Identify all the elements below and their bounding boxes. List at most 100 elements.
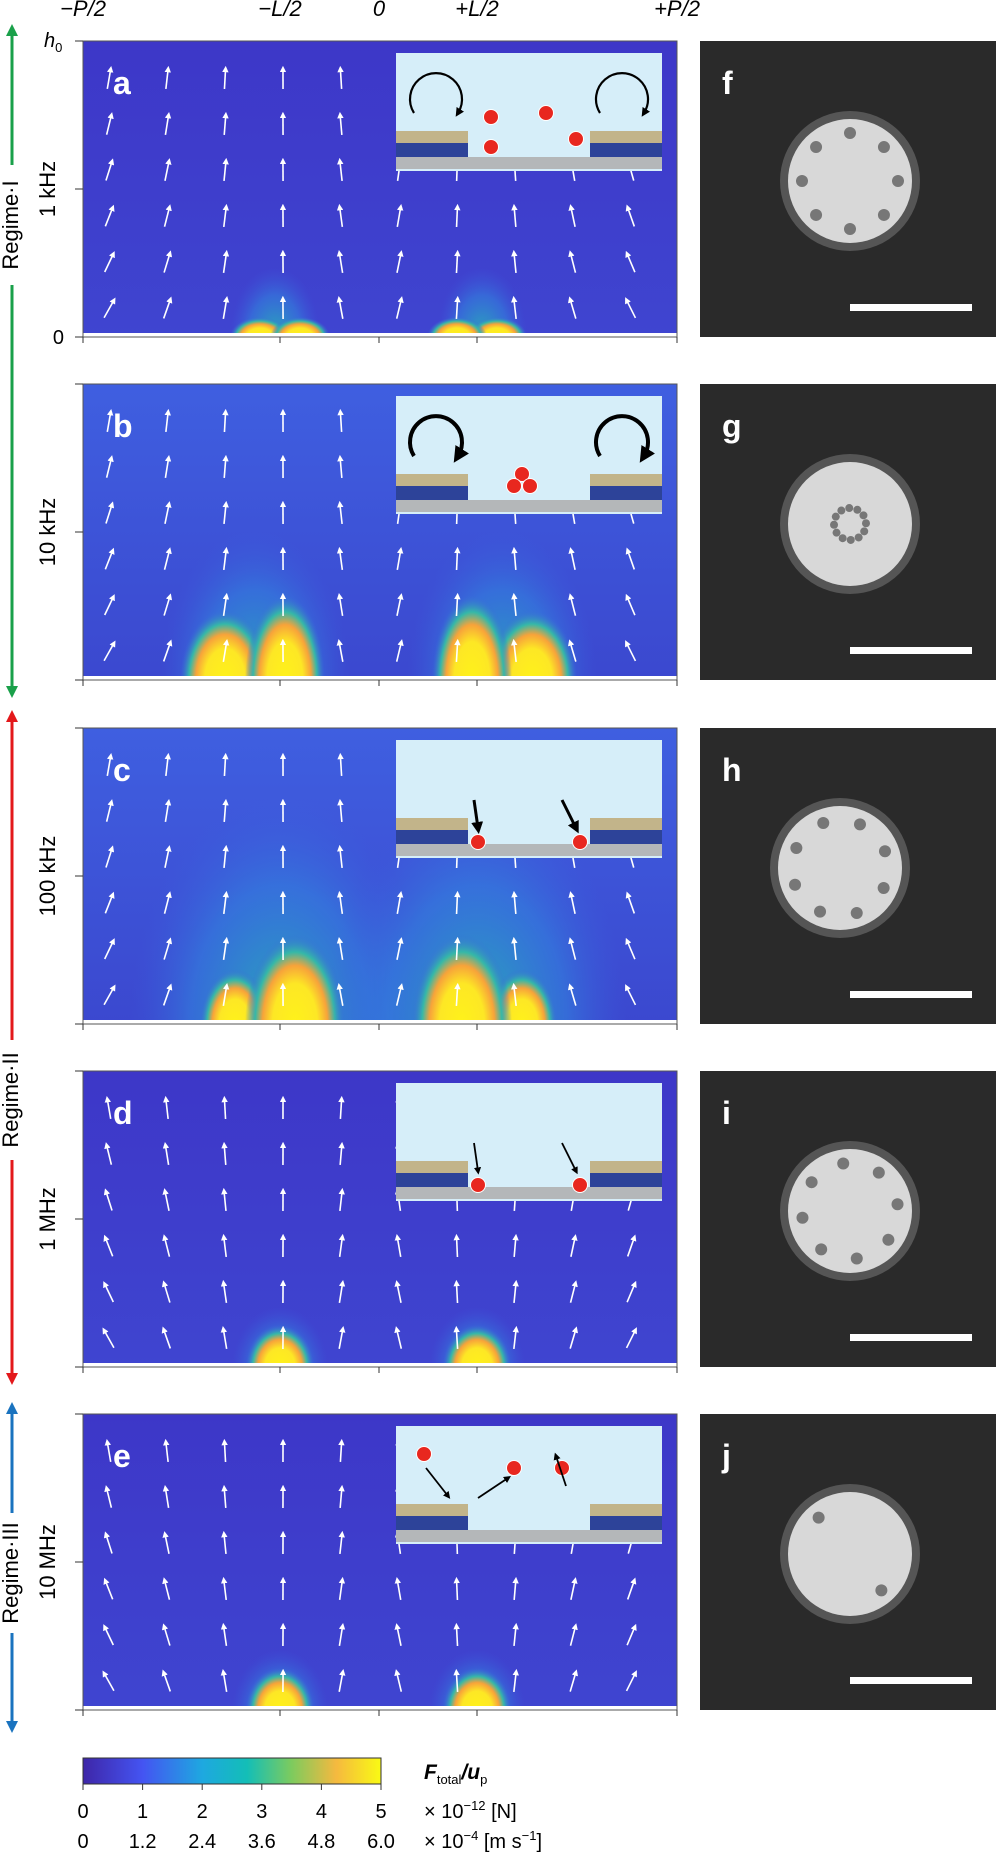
unit-exp: −4	[463, 1828, 478, 1843]
micrograph-particle	[862, 519, 870, 527]
flow-arrow	[456, 596, 457, 616]
flow-arrow	[224, 69, 225, 89]
micrograph-particle	[837, 507, 845, 515]
flow-arrow	[224, 1442, 225, 1462]
inset-gold-layer	[396, 474, 468, 486]
particle	[573, 835, 588, 850]
micrograph-particle	[796, 175, 808, 187]
inset-gold-layer	[590, 1161, 662, 1173]
micrograph-particle	[815, 1243, 827, 1255]
inset-substrate	[396, 157, 662, 169]
micrograph-particle	[851, 1253, 863, 1265]
micrograph-disk	[788, 1149, 912, 1273]
panel: a 1 kHz f	[35, 41, 996, 407]
scale-bar	[850, 647, 972, 654]
frequency-label: 10 MHz	[35, 1524, 60, 1600]
flow-arrow	[456, 1626, 457, 1646]
regime-label: Regime·III	[0, 1522, 23, 1623]
flow-arrow	[457, 207, 458, 227]
micrograph-particle	[878, 141, 890, 153]
colorbar-tick-label: 3.6	[248, 1831, 276, 1853]
micrograph-particle	[796, 1212, 808, 1224]
scale-bar	[850, 304, 972, 311]
frequency-label: 1 kHz	[35, 161, 60, 217]
inset-blue-layer	[396, 1173, 468, 1187]
micrograph-particle	[851, 907, 863, 919]
flow-arrow	[457, 1580, 458, 1600]
colorbar-tick-label: 2	[197, 1801, 208, 1823]
micrograph-particle	[882, 1234, 894, 1246]
top-axis-label: +P/2	[654, 0, 700, 21]
unit-part: × 10	[424, 1801, 463, 1823]
inset-substrate	[396, 844, 662, 856]
inset-gold-layer	[590, 818, 662, 830]
micrograph-particle	[810, 141, 822, 153]
unit-part: [N]	[486, 1801, 517, 1823]
unit-part: ]	[536, 1831, 542, 1853]
inset-blue-layer	[396, 486, 468, 500]
top-axis-label: −L/2	[258, 0, 301, 21]
micrograph-particle	[832, 513, 840, 521]
flow-arrow	[456, 1283, 457, 1303]
top-axis-label: +L/2	[455, 0, 498, 21]
inset-blue-layer	[396, 830, 468, 844]
micrograph-particle	[839, 534, 847, 542]
micrograph-particle	[854, 818, 866, 830]
floor	[83, 1020, 677, 1024]
particle	[523, 479, 538, 494]
top-axis-label: 0	[373, 0, 386, 21]
micrograph-particle	[844, 223, 856, 235]
panel-letter: a	[113, 65, 131, 101]
floor	[83, 1706, 677, 1710]
inset-substrate	[396, 1530, 662, 1542]
particle	[484, 110, 499, 125]
colorbar-tick-label: 1	[137, 1801, 148, 1823]
colorbar-tick-label: 3	[256, 1801, 267, 1823]
image-letter: f	[722, 65, 733, 101]
flow-arrow	[224, 412, 225, 432]
inset-gold-layer	[396, 818, 468, 830]
micrograph-particle	[844, 127, 856, 139]
scale-bar	[850, 991, 972, 998]
micrograph-particle	[833, 529, 841, 537]
micrograph-disk	[788, 462, 912, 586]
inset-blue-layer	[396, 143, 468, 157]
inset-blue-layer	[590, 830, 662, 844]
colorbar-tick-label: 5	[375, 1801, 386, 1823]
inset-gold-layer	[396, 131, 468, 143]
colorbar-tick-label: 4.8	[307, 1831, 335, 1853]
inset-blue-layer	[590, 143, 662, 157]
inset-gold-layer	[396, 1161, 468, 1173]
flow-arrow	[224, 1099, 225, 1119]
unit-force: × 10−12 [N]	[424, 1798, 517, 1823]
image-letter: g	[722, 408, 742, 444]
micrograph-particle	[892, 175, 904, 187]
flow-arrow	[457, 1237, 458, 1257]
particle	[569, 132, 584, 147]
inset-blue-layer	[590, 1516, 662, 1530]
scale-bar	[850, 1677, 972, 1684]
colorbar-tick-label: 6.0	[367, 1831, 395, 1853]
micrograph-particle	[879, 845, 891, 857]
micrograph-particle	[806, 1176, 818, 1188]
micrograph-particle	[789, 879, 801, 891]
flow-arrow	[224, 756, 225, 776]
unit-exp: −1	[522, 1828, 537, 1843]
colorbar	[83, 1758, 381, 1784]
micrograph-particle	[847, 536, 855, 544]
micrograph-particle	[790, 842, 802, 854]
colorbar-tick-label: 0	[77, 1831, 88, 1853]
floor	[83, 676, 677, 680]
micrograph-particle	[855, 533, 863, 541]
frequency-label: 1 MHz	[35, 1187, 60, 1251]
colorbar-tick-label: 2.4	[188, 1831, 216, 1853]
micrograph-particle	[837, 1157, 849, 1169]
inset-blue-layer	[590, 1173, 662, 1187]
micrograph-particle	[814, 906, 826, 918]
colorbar-tick-label: 4	[316, 1801, 327, 1823]
flow-arrow	[457, 550, 458, 570]
micrograph-particle	[892, 1198, 904, 1210]
unit-velocity: × 10−4 [m s−1]	[424, 1828, 542, 1853]
inset-gold-layer	[590, 131, 662, 143]
